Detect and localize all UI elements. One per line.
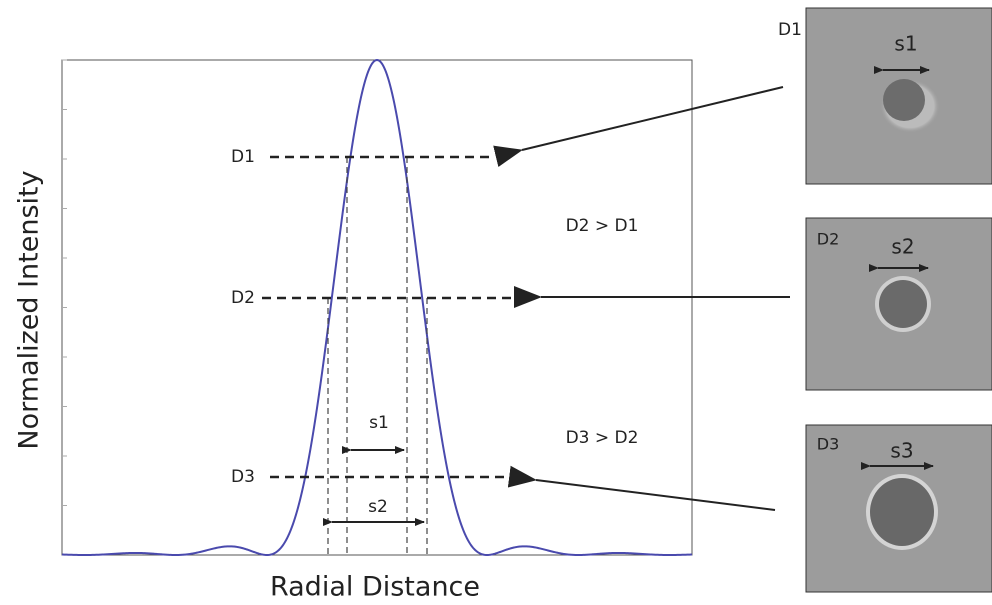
panel-span-label: s3 xyxy=(890,439,913,463)
panel-span-label: s1 xyxy=(894,32,917,56)
panel: D1 s1 xyxy=(778,7,992,185)
hole xyxy=(870,478,934,546)
level-label: D3 xyxy=(231,467,255,487)
ticks xyxy=(62,59,67,556)
plot-frame xyxy=(61,59,693,556)
comparison: D2 > D1 xyxy=(566,216,639,236)
intensity-curve xyxy=(61,58,693,557)
panel: D2 s2 xyxy=(805,217,992,391)
pointer-arrow xyxy=(507,465,776,511)
panel: D3 s3 xyxy=(805,424,992,593)
y-axis-label: Normalized Intensity xyxy=(14,170,45,449)
span-label: s2 xyxy=(368,497,388,517)
comparison: D3 > D2 xyxy=(566,428,639,448)
hole xyxy=(883,79,925,121)
pointer-arrow xyxy=(493,86,784,168)
panel-label: D2 xyxy=(817,230,840,249)
hole xyxy=(879,280,927,328)
panel-span-label: s2 xyxy=(891,235,914,259)
level-label: D2 xyxy=(231,288,255,308)
level-label: D1 xyxy=(231,147,255,167)
x-axis-label: Radial Distance xyxy=(270,572,480,603)
panel-label: D1 xyxy=(778,20,802,40)
panel-label: D3 xyxy=(817,435,840,454)
span-label: s1 xyxy=(369,413,389,433)
